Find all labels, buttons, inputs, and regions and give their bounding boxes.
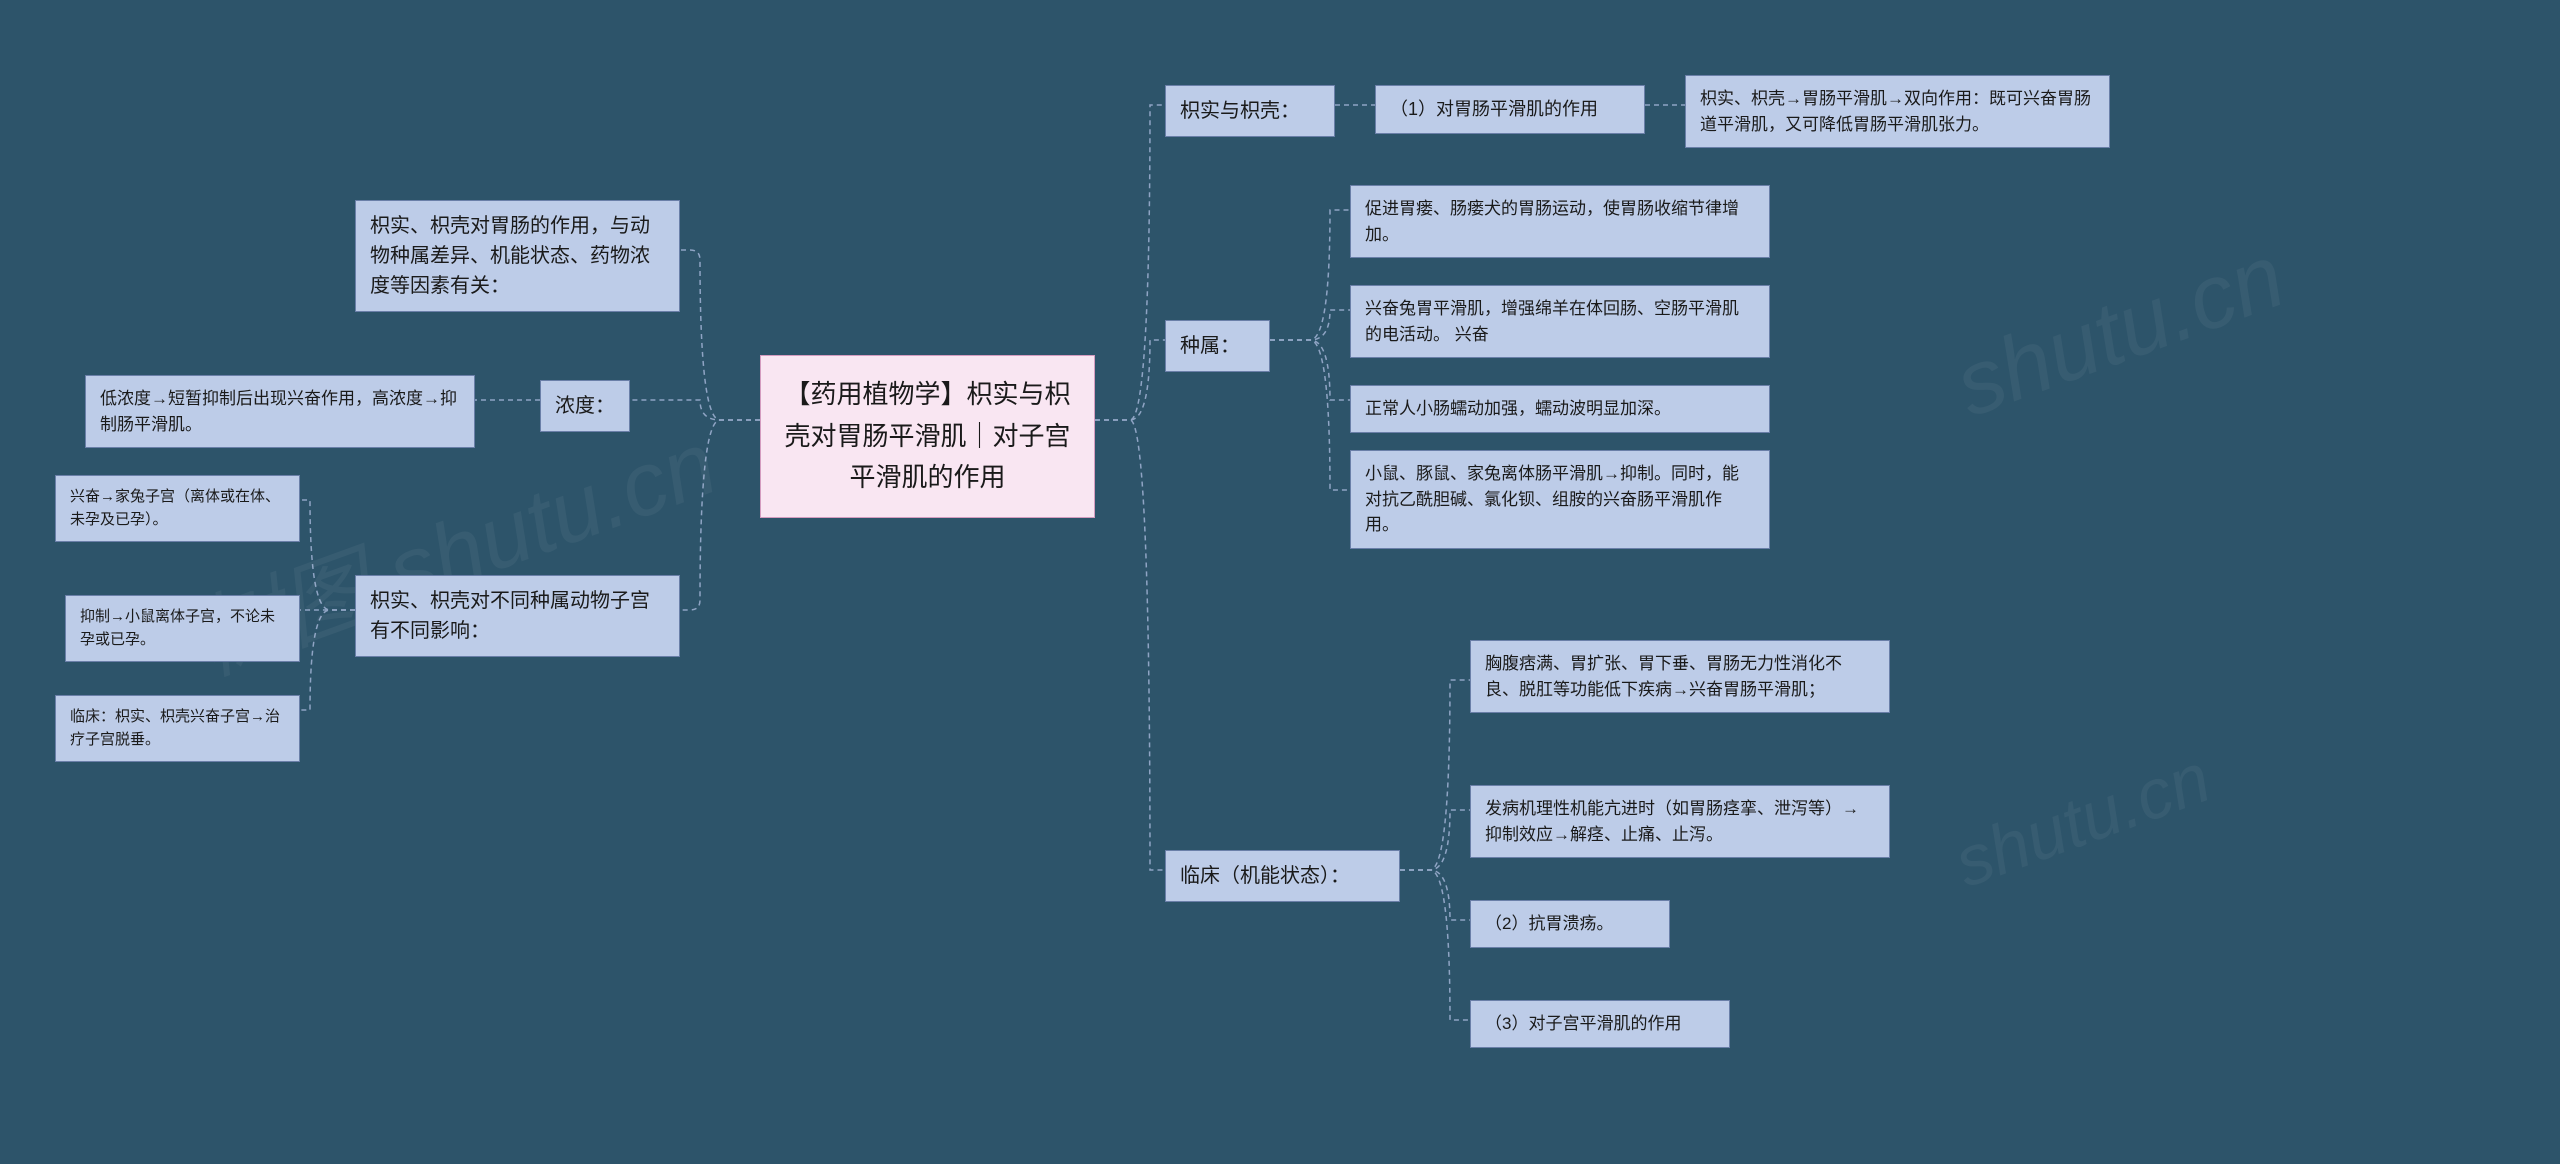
root-node: 【药用植物学】枳实与枳壳对胃肠平滑肌｜对子宫平滑肌的作用 <box>760 355 1095 518</box>
right-zhishi-label: 枳实与枳壳： <box>1165 85 1335 137</box>
watermark: shutu.cn <box>1943 225 2298 438</box>
left-factors-node: 枳实、枳壳对胃肠的作用，与动物种属差异、机能状态、药物浓度等因素有关： <box>355 200 680 312</box>
right-species-c4: 小鼠、豚鼠、家兔离体肠平滑肌→抑制。同时，能对抗乙酰胆碱、氯化钡、组胺的兴奋肠平… <box>1350 450 1770 549</box>
left-concentration-detail: 低浓度→短暂抑制后出现兴奋作用，高浓度→抑制肠平滑肌。 <box>85 375 475 448</box>
right-zhishi-mid: （1）对胃肠平滑肌的作用 <box>1375 85 1645 134</box>
left-uterus-c1: 兴奋→家兔子宫（离体或在体、未孕及已孕）。 <box>55 475 300 542</box>
left-uterus-c2: 抑制→小鼠离体子宫，不论未孕或已孕。 <box>65 595 300 662</box>
right-clinical-c2: 发病机理性机能亢进时（如胃肠痉挛、泄泻等）→抑制效应→解痉、止痛、止泻。 <box>1470 785 1890 858</box>
right-species-c2: 兴奋兔胃平滑肌，增强绵羊在体回肠、空肠平滑肌的电活动。 兴奋 <box>1350 285 1770 358</box>
right-clinical-c4: （3）对子宫平滑肌的作用 <box>1470 1000 1730 1048</box>
right-species-c3: 正常人小肠蠕动加强，蠕动波明显加深。 <box>1350 385 1770 433</box>
watermark: shutu.cn <box>1944 737 2220 903</box>
left-uterus-label: 枳实、枳壳对不同种属动物子宫有不同影响： <box>355 575 680 657</box>
left-uterus-c3: 临床：枳实、枳壳兴奋子宫→治疗子宫脱垂。 <box>55 695 300 762</box>
left-concentration-label: 浓度： <box>540 380 630 432</box>
right-clinical-label: 临床（机能状态）： <box>1165 850 1400 902</box>
right-clinical-c3: （2）抗胃溃疡。 <box>1470 900 1670 948</box>
right-clinical-c1: 胸腹痞满、胃扩张、胃下垂、胃肠无力性消化不良、脱肛等功能低下疾病→兴奋胃肠平滑肌… <box>1470 640 1890 713</box>
right-species-c1: 促进胃瘘、肠瘘犬的胃肠运动，使胃肠收缩节律增加。 <box>1350 185 1770 258</box>
right-zhishi-detail: 枳实、枳壳→胃肠平滑肌→双向作用：既可兴奋胃肠道平滑肌，又可降低胃肠平滑肌张力。 <box>1685 75 2110 148</box>
right-species-label: 种属： <box>1165 320 1270 372</box>
